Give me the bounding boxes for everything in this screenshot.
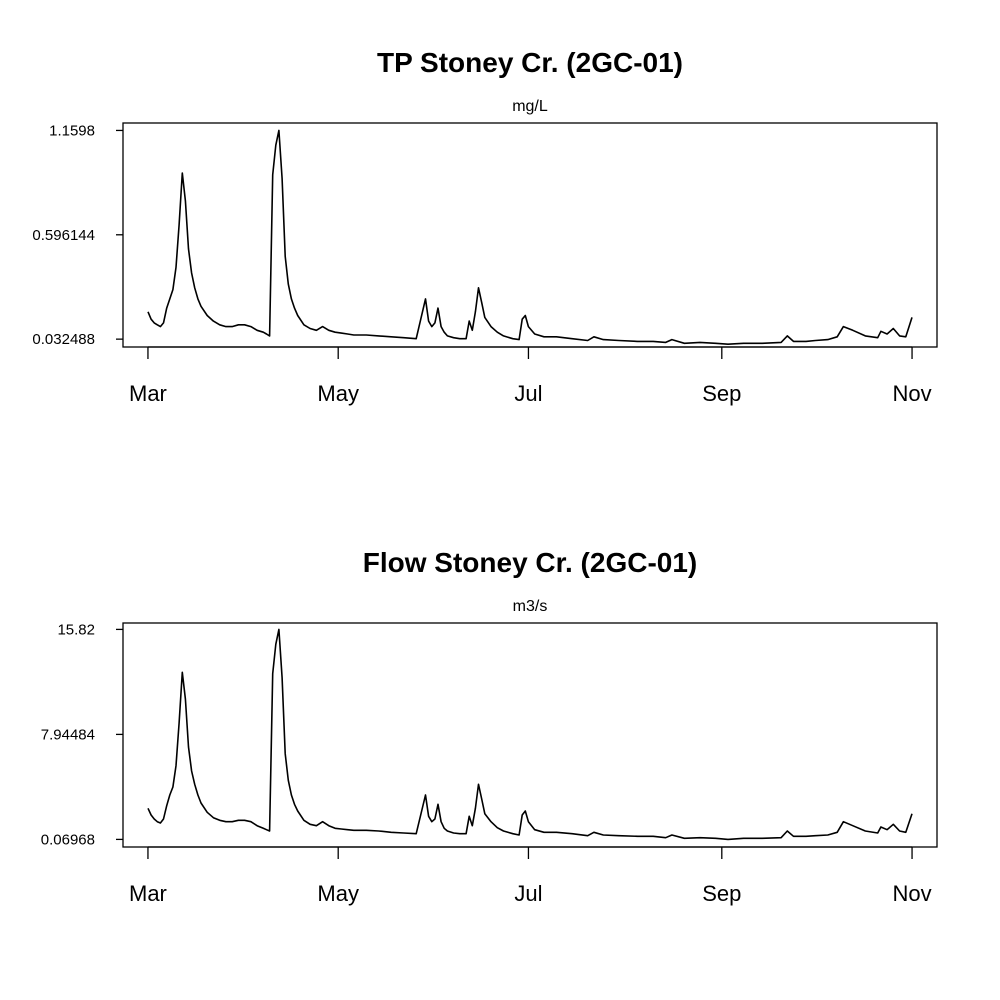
- chart-1-y-tick-label: 7.94484: [41, 726, 95, 743]
- chart-0-x-tick-label: May: [317, 381, 359, 406]
- chart-0-x-tick-label: Sep: [702, 381, 741, 406]
- chart-0-unit-label: mg/L: [512, 98, 548, 115]
- chart-0-series-line-0: [147, 129, 913, 346]
- chart-0-y-tick-label: 0.596144: [32, 227, 95, 244]
- chart-1-plot-frame: [122, 622, 938, 848]
- chart-0-x-tick-label: Nov: [892, 381, 931, 406]
- chart-1-y-tick-label: 15.82: [57, 621, 95, 638]
- chart-1-y-tick-label: 0.06968: [41, 831, 95, 848]
- chart-0-plot-frame: [122, 122, 938, 348]
- flow-panel: Flow Stoney Cr. (2GC-01) m3/s 0.06968 7.944…: [41, 547, 938, 906]
- chart-1-title: Flow Stoney Cr. (2GC-01): [363, 547, 698, 578]
- chart-1-series-line-0: [147, 628, 913, 841]
- chart-0-y-tick-label: 0.032488: [32, 331, 95, 348]
- tp-panel: TP Stoney Cr. (2GC-01) mg/L 0.032488 0.5961…: [32, 47, 938, 406]
- chart-1-x-tick-label: Nov: [892, 881, 931, 906]
- chart-1-x-tick-label: May: [317, 881, 359, 906]
- chart-1-x-tick-label: Jul: [514, 881, 542, 906]
- chart-1-x-tick-label: Mar: [129, 881, 167, 906]
- chart-1-x-tick-label: Sep: [702, 881, 741, 906]
- chart-0-title: TP Stoney Cr. (2GC-01): [377, 47, 683, 78]
- chart-1-unit-label: m3/s: [513, 598, 548, 615]
- chart-0-y-tick-label: 1.1598: [49, 122, 95, 139]
- chart-0-x-tick-label: Jul: [514, 381, 542, 406]
- chart-0-x-tick-label: Mar: [129, 381, 167, 406]
